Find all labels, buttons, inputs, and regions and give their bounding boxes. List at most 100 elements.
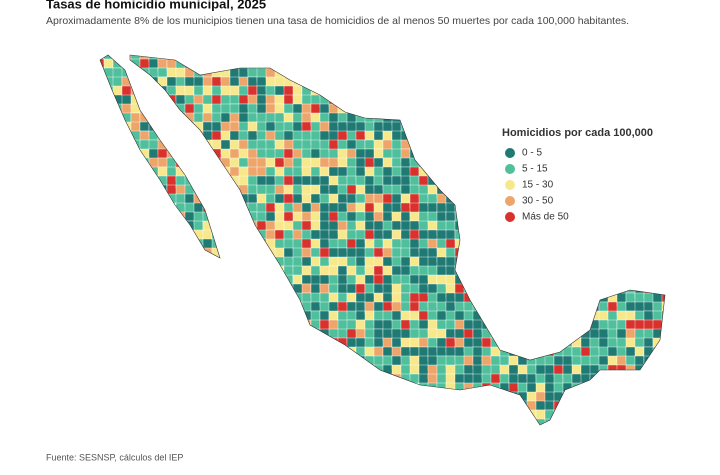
municipality bbox=[193, 328, 204, 339]
municipality bbox=[148, 364, 163, 376]
municipality bbox=[256, 55, 270, 62]
municipality bbox=[508, 229, 521, 244]
municipality bbox=[589, 94, 602, 105]
municipality bbox=[391, 67, 405, 78]
legend-label: Más de 50 bbox=[522, 212, 569, 223]
municipality bbox=[544, 112, 559, 123]
municipality bbox=[229, 328, 244, 344]
municipality bbox=[139, 256, 154, 267]
municipality bbox=[256, 283, 269, 296]
municipality bbox=[256, 292, 268, 308]
municipality bbox=[634, 391, 650, 403]
municipality bbox=[310, 319, 321, 331]
municipality bbox=[400, 400, 411, 413]
municipality bbox=[436, 67, 451, 78]
municipality bbox=[580, 283, 594, 294]
municipality bbox=[554, 428, 565, 441]
municipality bbox=[508, 400, 519, 415]
municipality bbox=[536, 428, 550, 438]
municipality bbox=[400, 409, 416, 421]
municipality bbox=[571, 283, 584, 294]
municipality bbox=[121, 193, 136, 207]
municipality bbox=[364, 220, 375, 231]
municipality bbox=[103, 391, 117, 407]
municipality bbox=[121, 328, 136, 341]
municipality bbox=[328, 391, 339, 405]
municipality bbox=[256, 382, 268, 394]
municipality bbox=[382, 418, 398, 425]
municipality bbox=[535, 112, 548, 128]
municipality bbox=[112, 310, 127, 325]
municipality bbox=[625, 274, 637, 289]
municipality bbox=[247, 418, 262, 425]
municipality bbox=[364, 265, 376, 276]
municipality bbox=[130, 229, 141, 244]
municipality bbox=[652, 55, 665, 63]
municipality bbox=[544, 85, 558, 96]
municipality bbox=[427, 112, 443, 127]
municipality bbox=[661, 382, 665, 396]
municipality bbox=[100, 391, 106, 406]
municipality bbox=[607, 55, 623, 63]
municipality bbox=[157, 364, 170, 378]
municipality bbox=[607, 103, 621, 119]
municipality bbox=[166, 121, 182, 136]
municipality bbox=[346, 58, 360, 70]
municipality bbox=[247, 337, 263, 352]
municipality bbox=[643, 355, 656, 371]
municipality bbox=[445, 328, 456, 339]
municipality bbox=[400, 121, 416, 133]
municipality bbox=[157, 418, 170, 425]
municipality bbox=[553, 76, 568, 88]
municipality bbox=[643, 274, 654, 286]
municipality bbox=[662, 428, 673, 441]
municipality bbox=[239, 428, 252, 440]
municipality bbox=[472, 238, 485, 251]
municipality bbox=[571, 76, 584, 88]
municipality bbox=[463, 265, 478, 279]
municipality bbox=[572, 428, 581, 439]
municipality bbox=[103, 265, 116, 278]
municipality bbox=[535, 283, 549, 298]
municipality bbox=[589, 139, 603, 153]
municipality bbox=[400, 301, 412, 313]
municipality bbox=[193, 256, 206, 272]
municipality bbox=[166, 382, 178, 398]
municipality bbox=[175, 319, 189, 330]
municipality bbox=[356, 428, 365, 441]
municipality bbox=[220, 310, 234, 322]
municipality bbox=[526, 310, 538, 322]
municipality bbox=[571, 148, 582, 159]
municipality bbox=[157, 238, 170, 252]
municipality bbox=[157, 355, 172, 369]
municipality bbox=[490, 220, 505, 235]
municipality bbox=[607, 211, 622, 222]
municipality bbox=[490, 148, 503, 161]
municipality bbox=[293, 428, 307, 440]
municipality bbox=[607, 202, 620, 217]
municipality bbox=[274, 58, 287, 70]
municipality bbox=[463, 247, 477, 258]
municipality bbox=[472, 193, 483, 204]
municipality bbox=[482, 428, 492, 439]
municipality bbox=[643, 364, 658, 380]
municipality bbox=[490, 94, 502, 110]
municipality bbox=[400, 274, 411, 285]
municipality bbox=[499, 283, 515, 295]
municipality bbox=[373, 157, 385, 169]
municipality bbox=[100, 202, 109, 214]
municipality bbox=[184, 247, 198, 262]
municipality bbox=[391, 364, 403, 376]
municipality bbox=[400, 85, 412, 99]
municipality bbox=[409, 274, 420, 285]
municipality bbox=[661, 274, 665, 289]
municipality bbox=[247, 166, 259, 178]
municipality bbox=[454, 94, 468, 105]
municipality bbox=[589, 103, 605, 116]
municipality bbox=[481, 238, 493, 254]
municipality bbox=[535, 256, 547, 270]
municipality bbox=[373, 103, 384, 118]
municipality bbox=[580, 229, 594, 243]
municipality bbox=[661, 220, 665, 235]
municipality bbox=[661, 184, 665, 196]
